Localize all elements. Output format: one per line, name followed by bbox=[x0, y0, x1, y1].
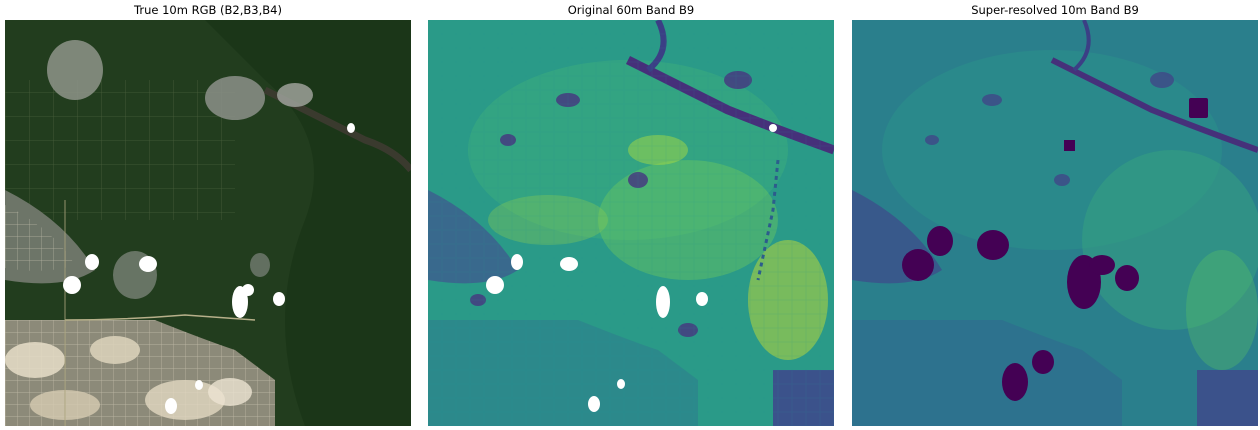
rgb-panel-title: True 10m RGB (B2,B3,B4) bbox=[134, 3, 282, 17]
superresolved-b9-panel-title: Super-resolved 10m Band B9 bbox=[971, 3, 1139, 17]
rgb-panel: True 10m RGB (B2,B3,B4) bbox=[5, 0, 411, 430]
original-b9-panel: Original 60m Band B9 bbox=[428, 0, 834, 430]
original-b9-image bbox=[428, 20, 834, 426]
original-b9-panel-title: Original 60m Band B9 bbox=[567, 3, 695, 17]
masked-cloud-patches bbox=[63, 123, 355, 414]
sr-river bbox=[1050, 57, 1258, 153]
masked-cloud-patches bbox=[486, 124, 777, 412]
superresolved-b9-panel: Super-resolved 10m Band B9 bbox=[852, 0, 1258, 430]
dark-masked-patches bbox=[902, 98, 1208, 401]
rgb-image bbox=[5, 20, 411, 426]
superresolved-b9-image bbox=[852, 20, 1258, 426]
